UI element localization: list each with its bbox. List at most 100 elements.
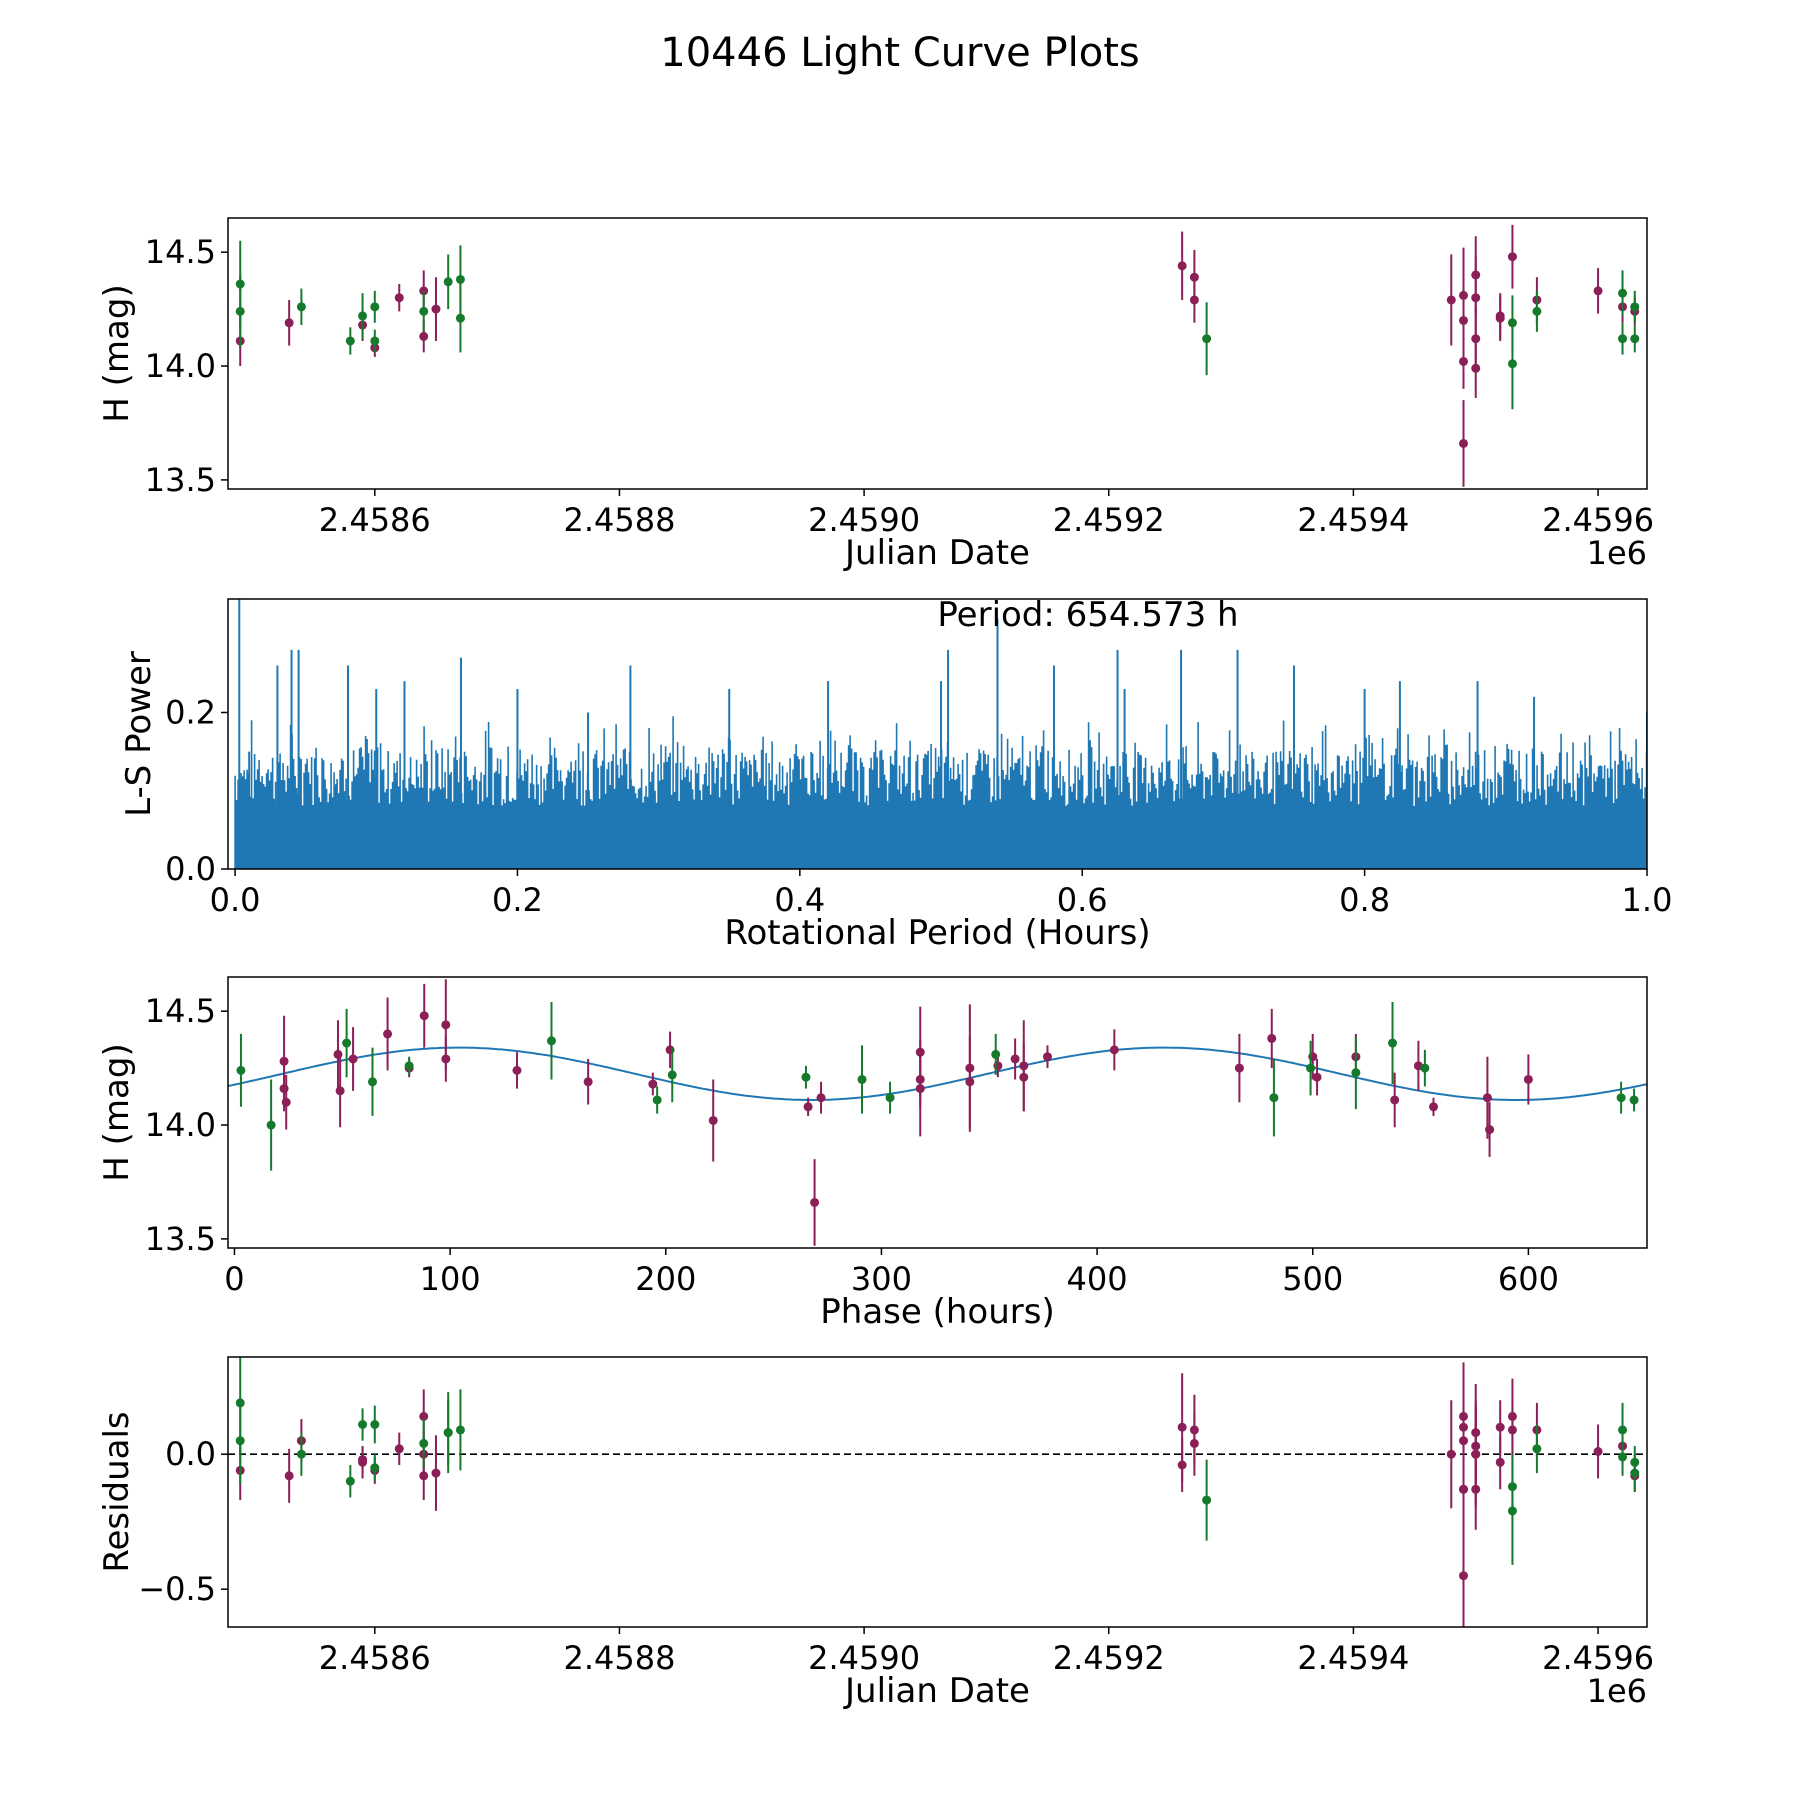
green-data-point (1388, 1038, 1398, 1048)
purple-data-point (803, 1102, 813, 1112)
y-tick-label: 14.0 (145, 347, 216, 385)
x-tick-label: 2.4588 (563, 1639, 675, 1677)
y-tick-label: 0.0 (165, 850, 216, 888)
green-data-point (358, 311, 368, 321)
green-data-point (1202, 1495, 1212, 1505)
x-tick-label: 2.4586 (319, 1639, 431, 1677)
green-data-point (370, 1420, 380, 1429)
x-tick-label: 2.4594 (1297, 501, 1409, 539)
green-data-point (1630, 302, 1640, 312)
y-axis-label: H (mag) (97, 1043, 137, 1181)
green-data-point (235, 1436, 245, 1446)
purple-data-point (1446, 1449, 1456, 1459)
x-tick-label: 600 (1498, 1260, 1559, 1298)
green-data-point (296, 1449, 306, 1459)
y-tick-label: 13.5 (145, 461, 216, 499)
green-data-point (1202, 334, 1212, 344)
x-axis-label: Rotational Period (Hours) (724, 913, 1150, 953)
green-data-point (1532, 306, 1542, 316)
x-tick-label: 2.4588 (563, 501, 675, 539)
purple-data-point (358, 1457, 368, 1467)
y-tick-label: 0.2 (165, 693, 216, 731)
y-tick-label: 13.5 (145, 1220, 216, 1258)
purple-data-point (1177, 261, 1187, 271)
purple-data-point (1593, 1447, 1603, 1456)
purple-data-point (1471, 363, 1481, 373)
green-data-point (370, 336, 380, 346)
x-axis-label: Phase (hours) (820, 1292, 1054, 1332)
green-data-point (1269, 1093, 1279, 1103)
purple-data-point (1189, 1425, 1199, 1435)
green-data-point (1420, 1063, 1430, 1073)
x-tick-label: 0.6 (1057, 881, 1108, 919)
green-data-point (1616, 1093, 1626, 1103)
x-tick-label: 2.4590 (808, 501, 920, 539)
green-data-point (455, 313, 465, 323)
purple-data-point (281, 1097, 291, 1107)
green-data-point (667, 1070, 677, 1080)
x-tick-label: 400 (1067, 1260, 1128, 1298)
x-tick-label: 0.8 (1339, 881, 1390, 919)
x-axis-label: Julian Date (843, 1671, 1030, 1711)
purple-data-point (419, 331, 429, 341)
purple-data-point (1593, 286, 1603, 296)
y-tick-label: 14.5 (145, 992, 216, 1030)
purple-data-point (1010, 1054, 1020, 1064)
x-offset-label: 1e6 (1587, 534, 1647, 572)
purple-data-point (1312, 1072, 1322, 1082)
green-data-point (342, 1038, 352, 1048)
purple-data-point (441, 1020, 451, 1030)
axes-frame (227, 598, 1648, 870)
model-curve (228, 1046, 1647, 1101)
purple-data-point (431, 304, 441, 314)
period-annotation: Period: 654.573 h (937, 595, 1238, 635)
purple-data-point (1495, 1457, 1505, 1467)
purple-data-point (1507, 1411, 1517, 1421)
purple-data-point (1459, 1484, 1469, 1494)
green-data-point (1351, 1068, 1361, 1078)
y-axis-label: Residuals (97, 1411, 137, 1572)
green-data-point (1618, 1452, 1628, 1462)
purple-data-point (512, 1065, 522, 1075)
purple-data-point (1485, 1125, 1495, 1135)
green-data-point (546, 1036, 556, 1046)
axes-frame (227, 976, 1648, 1249)
purple-data-point (708, 1115, 718, 1125)
purple-data-point (1019, 1072, 1029, 1082)
x-tick-label: 100 (420, 1260, 481, 1298)
green-data-point (345, 1476, 355, 1486)
y-tick-label: −0.5 (138, 1570, 216, 1608)
green-data-point (455, 274, 465, 284)
green-data-point (857, 1074, 867, 1084)
green-data-point (1618, 1425, 1628, 1435)
x-tick-label: 2.4592 (1053, 1639, 1165, 1677)
purple-data-point (394, 293, 404, 303)
purple-data-point (915, 1084, 925, 1094)
residuals-panel: 2.4586 2.4588 2.4590 2.4592 2.4594 2.4596 −0.5… (97, 1356, 1654, 1711)
purple-data-point (1523, 1074, 1533, 1084)
green-data-point (235, 306, 245, 316)
power-spectrum (234, 716, 1647, 869)
purple-data-point (419, 1411, 429, 1421)
green-data-point (1618, 288, 1628, 298)
x-offset-label: 1e6 (1587, 1672, 1647, 1710)
green-data-point (1630, 1468, 1640, 1478)
green-data-point (455, 1425, 465, 1435)
purple-data-point (1177, 1460, 1187, 1470)
purple-data-point (1446, 295, 1456, 305)
x-tick-label: 2.4596 (1542, 501, 1654, 539)
axes-frame (227, 1356, 1648, 1628)
green-data-point (370, 302, 380, 312)
purple-data-point (284, 318, 294, 328)
green-data-point (370, 1463, 380, 1473)
x-tick-label: 2.4592 (1053, 501, 1165, 539)
x-tick-label: 0.2 (492, 881, 543, 919)
green-data-point (367, 1077, 377, 1087)
green-data-point (358, 1420, 368, 1429)
x-tick-label: 200 (635, 1260, 696, 1298)
data-layer (228, 979, 1647, 1246)
purple-data-point (1390, 1095, 1400, 1105)
x-tick-label: 0.0 (210, 881, 261, 919)
purple-data-point (1429, 1102, 1439, 1112)
